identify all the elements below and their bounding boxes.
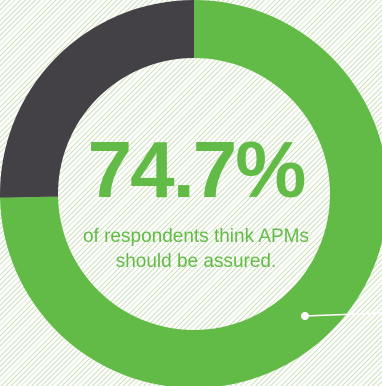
- donut-slice-1: [0, 0, 194, 198]
- caption-text: of respondents think APMs should be assu…: [82, 226, 309, 272]
- center-label: 74.7% of respondents think APMs should b…: [76, 130, 316, 274]
- percentage-value: 74.7%: [87, 125, 307, 214]
- pointer-line: [304, 312, 382, 317]
- pointer-dot: [301, 312, 309, 320]
- pointer: [301, 312, 382, 320]
